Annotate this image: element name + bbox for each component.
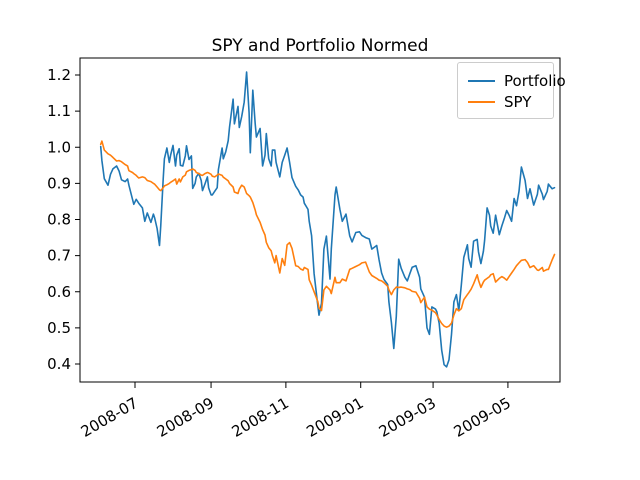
x-tick-label: 2009-01	[303, 394, 366, 441]
x-tick-label: 2009-05	[451, 394, 514, 441]
legend-label-spy: SPY	[504, 92, 532, 111]
series-line-portfolio	[99, 71, 556, 368]
y-tick-label: 0.5	[47, 319, 71, 337]
chart-title: SPY and Portfolio Normed	[211, 36, 429, 56]
portfolio-line-swatch	[468, 79, 495, 82]
y-tick-label: 1.1	[47, 102, 71, 120]
y-tick-label: 0.8	[47, 211, 71, 229]
legend-item-spy: SPY	[468, 91, 543, 112]
y-tick-label: 1.0	[47, 138, 71, 156]
y-tick-label: 0.4	[47, 355, 71, 373]
x-tick-label: 2008-09	[154, 394, 217, 441]
legend-label-portfolio: Portfolio	[504, 71, 566, 90]
spy-line-swatch	[468, 100, 495, 103]
y-tick-label: 0.9	[47, 174, 71, 192]
x-tick-label: 2008-07	[78, 394, 141, 441]
x-tick-label: 2008-11	[229, 394, 292, 441]
legend-item-portfolio: Portfolio	[468, 70, 566, 91]
x-tick-label: 2009-03	[376, 394, 439, 441]
series-line-spy	[99, 140, 556, 329]
legend: Portfolio SPY	[457, 62, 566, 119]
y-tick-label: 1.2	[47, 66, 71, 84]
y-tick-label: 0.6	[47, 283, 71, 301]
y-tick-label: 0.7	[47, 247, 71, 265]
